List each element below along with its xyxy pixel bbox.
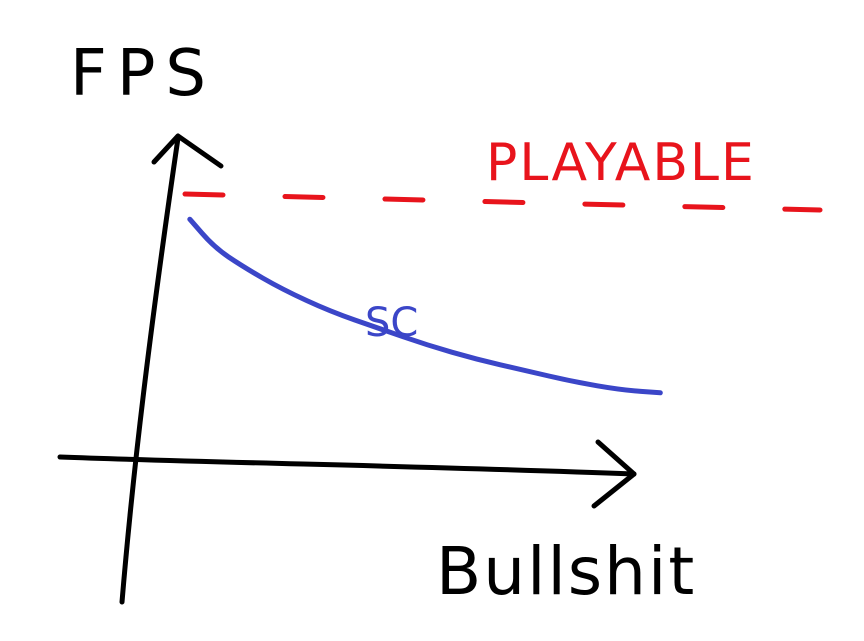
playable-reference [182, 191, 823, 213]
y-axis-label: FPS [70, 37, 216, 111]
series-layer [187, 216, 663, 396]
x-axis-arrowhead [591, 439, 637, 509]
x-axis-line [57, 454, 637, 477]
series-line-sc [187, 216, 663, 396]
y-axis-line [119, 135, 181, 605]
playable-label: PLAYABLE [486, 133, 756, 193]
playable-line [182, 191, 823, 213]
series-label-sc: SC [365, 300, 418, 346]
y-axis-arrowhead [151, 133, 224, 169]
x-axis-label: Bullshit [436, 533, 696, 610]
axes [57, 133, 637, 605]
